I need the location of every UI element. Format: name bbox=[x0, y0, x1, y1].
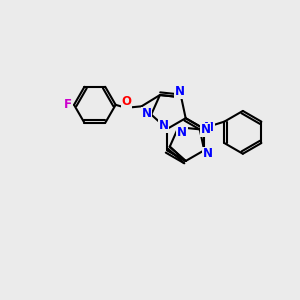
Text: N: N bbox=[201, 124, 211, 136]
Text: N: N bbox=[142, 107, 152, 121]
Text: O: O bbox=[121, 95, 131, 108]
Text: N: N bbox=[177, 126, 187, 139]
Text: N: N bbox=[204, 121, 214, 134]
Text: N: N bbox=[175, 85, 185, 98]
Text: F: F bbox=[64, 98, 71, 111]
Text: N: N bbox=[159, 119, 169, 132]
Text: N: N bbox=[203, 147, 213, 161]
